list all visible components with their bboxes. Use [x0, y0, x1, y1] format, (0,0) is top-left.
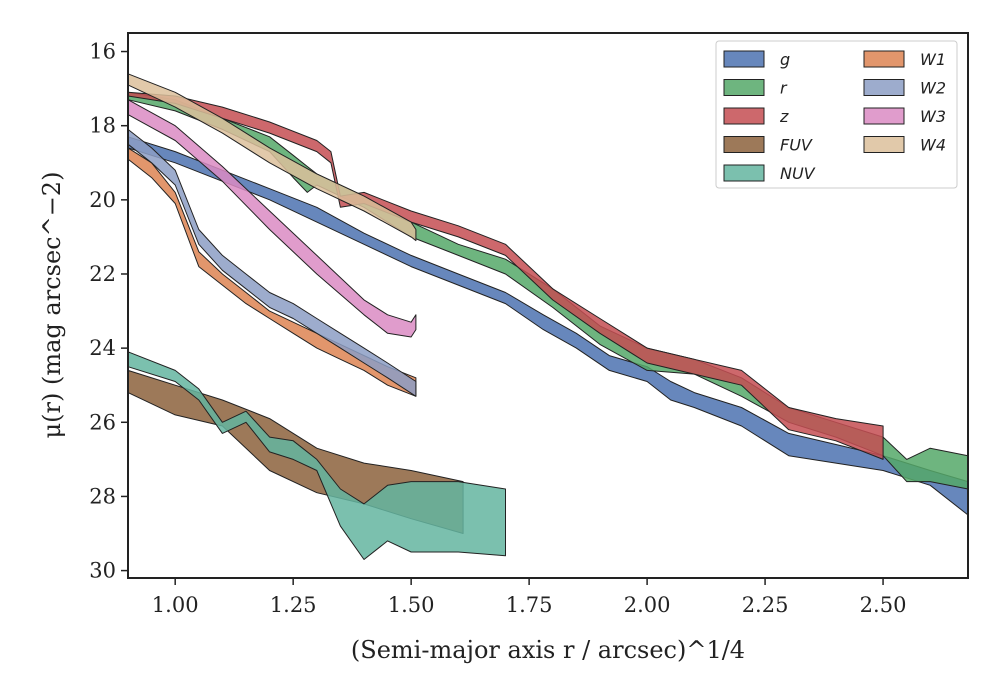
x-tick-label: 1.75 — [506, 593, 553, 617]
y-tick-label: 30 — [89, 559, 116, 583]
x-tick-label: 1.25 — [270, 593, 317, 617]
legend: grz FUV NUV W1 W2 W3 W4 — [715, 40, 958, 189]
band-NUV — [127, 351, 506, 560]
y-tick-label: 26 — [89, 410, 116, 434]
x-tick-label: 2.25 — [742, 593, 789, 617]
x-axis-ticks: 1.00 1.25 1.50 1.75 2.00 2.25 2.50 — [152, 578, 907, 617]
legend-swatch-W4 — [863, 136, 905, 153]
legend-swatch-z — [723, 107, 765, 125]
legend-swatch-NUV — [723, 164, 765, 182]
y-tick-label: 20 — [89, 188, 116, 212]
legend-label-NUV: NUV — [780, 164, 816, 183]
legend-label-r: r — [780, 79, 788, 98]
legend-swatch-W1 — [863, 50, 905, 68]
legend-swatch-W3 — [863, 107, 905, 125]
x-axis-label: (Semi-major axis r / arcsec)^1/4 — [351, 636, 745, 664]
band-W4 — [127, 73, 417, 242]
y-tick-label: 22 — [89, 262, 116, 286]
y-tick-label: 24 — [89, 336, 116, 360]
y-axis-label: μ(r) (mag arcsec^−2) — [38, 172, 66, 439]
x-tick-label: 2.50 — [860, 593, 907, 617]
x-tick-label: 1.00 — [152, 593, 199, 617]
y-tick-label: 28 — [89, 484, 116, 508]
x-tick-label: 1.50 — [388, 593, 435, 617]
legend-swatch-r — [723, 79, 765, 96]
legend-label-W3: W3 — [920, 107, 946, 126]
x-tick-label: 2.00 — [624, 593, 671, 617]
legend-label-W1: W1 — [920, 50, 946, 69]
legend-label-g: g — [780, 50, 790, 69]
band-W2 — [127, 128, 417, 397]
x-axis-label-text: (Semi-major axis r / arcsec)^1/4 — [351, 636, 745, 664]
legend-swatch-g — [723, 50, 765, 68]
legend-swatch-W2 — [863, 79, 905, 96]
axes-frame — [127, 32, 969, 579]
y-axis-label-text: μ(r) (mag arcsec^−2) — [38, 172, 66, 439]
y-tick-label: 18 — [89, 114, 116, 138]
legend-swatch-FUV — [723, 136, 765, 153]
legend-label-z: z — [779, 107, 789, 126]
series-bands — [127, 73, 969, 560]
band-g — [127, 136, 969, 516]
y-tick-label: 16 — [89, 40, 116, 64]
legend-label-FUV: FUV — [780, 136, 813, 155]
legend-label-W4: W4 — [920, 136, 946, 155]
band-W3 — [127, 99, 417, 338]
legend-label-W2: W2 — [920, 79, 946, 98]
y-axis-ticks: 16 18 20 22 24 26 28 30 — [89, 40, 128, 583]
